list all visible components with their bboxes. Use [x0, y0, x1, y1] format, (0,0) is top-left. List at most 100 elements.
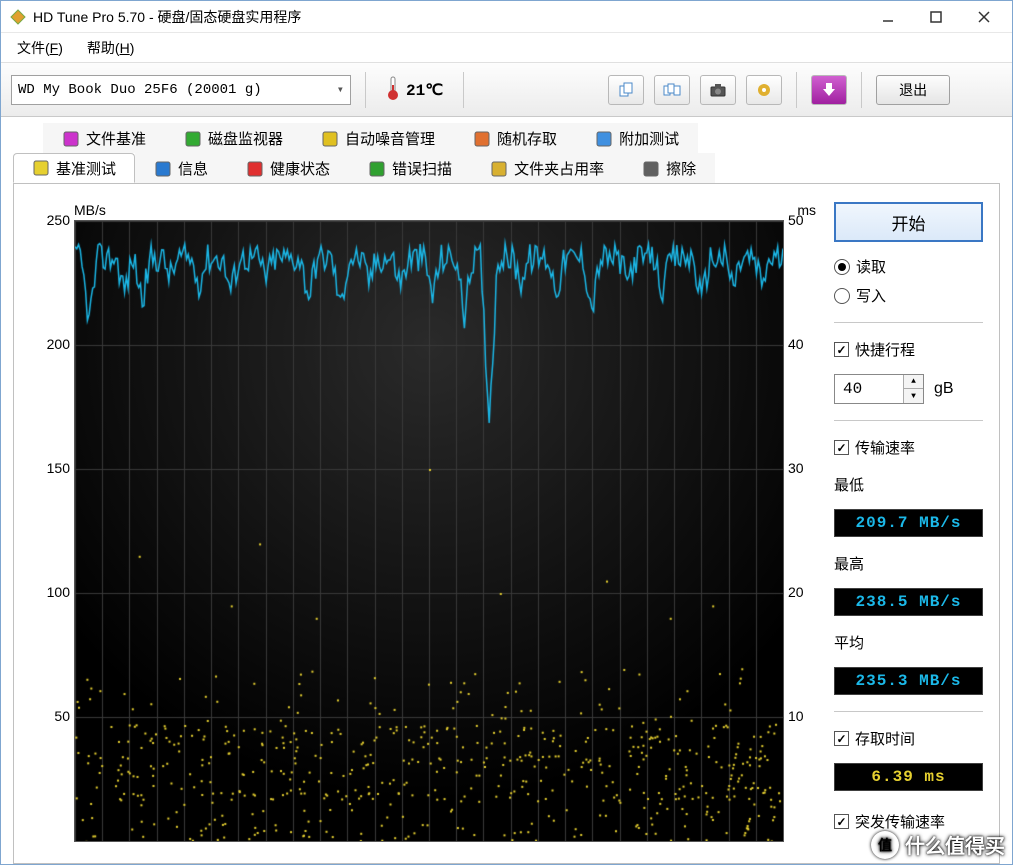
tab-label: 自动噪音管理: [345, 128, 435, 149]
tab-label: 附加测试: [619, 128, 679, 149]
checkbox-icon: [834, 440, 849, 455]
ytick-right: 10: [788, 708, 804, 724]
checkbox-transfer-rate-label: 传输速率: [855, 437, 915, 458]
toolbar: WD My Book Duo 25F6 (20001 g) ▾ 21℃: [1, 63, 1012, 117]
checkbox-short-stroke-label: 快捷行程: [855, 339, 915, 360]
ytick-right: 50: [788, 212, 804, 228]
temperature-badge: 21℃: [380, 75, 449, 105]
radio-read-label: 读取: [856, 256, 886, 277]
short-stroke-unit: gB: [934, 380, 954, 398]
temperature-value: 21℃: [406, 80, 443, 100]
tab-file_benchmark[interactable]: 文件基准: [43, 123, 165, 153]
tab-icon: [368, 160, 386, 178]
maximize-button[interactable]: [912, 2, 960, 32]
save-button[interactable]: [811, 75, 847, 105]
divider: [834, 711, 983, 712]
tab-label: 随机存取: [497, 128, 557, 149]
spinner[interactable]: ▲▼: [903, 375, 923, 403]
chart-wrap: 25020015010050 5040302010: [30, 220, 816, 842]
tab-label: 文件基准: [86, 128, 146, 149]
min-value: 209.7 MB/s: [834, 509, 983, 537]
tab-icon: [184, 130, 202, 148]
drive-select[interactable]: WD My Book Duo 25F6 (20001 g) ▾: [11, 75, 351, 105]
tab-label: 信息: [178, 158, 208, 179]
checkbox-icon: [834, 814, 849, 829]
tab-label: 基准测试: [56, 158, 116, 179]
minimize-button[interactable]: [864, 2, 912, 32]
separator: [463, 72, 464, 108]
ytick-right: 30: [788, 460, 804, 476]
tab-disk_monitor[interactable]: 磁盘监视器: [165, 123, 302, 153]
radio-icon: [834, 259, 850, 275]
checkbox-short-stroke[interactable]: 快捷行程: [834, 339, 983, 360]
checkbox-icon: [834, 731, 849, 746]
spin-down-icon[interactable]: ▼: [903, 389, 923, 403]
tab-erase[interactable]: 擦除: [623, 153, 715, 183]
checkbox-transfer-rate[interactable]: 传输速率: [834, 437, 983, 458]
start-button[interactable]: 开始: [834, 202, 983, 242]
checkbox-icon: [834, 342, 849, 357]
max-value: 238.5 MB/s: [834, 588, 983, 616]
exit-button[interactable]: 退出: [876, 75, 950, 105]
close-button[interactable]: [960, 2, 1008, 32]
ytick-left: 100: [47, 584, 70, 600]
tab-aam[interactable]: 自动噪音管理: [302, 123, 454, 153]
avg-label: 平均: [834, 632, 983, 653]
copy-button[interactable]: [608, 75, 644, 105]
tab-icon: [62, 130, 80, 148]
tab-info[interactable]: 信息: [135, 153, 227, 183]
checkbox-burst[interactable]: 突发传输速率: [834, 811, 983, 832]
radio-read[interactable]: 读取: [834, 256, 983, 277]
tab-label: 错误扫描: [392, 158, 452, 179]
tab-icon: [473, 130, 491, 148]
menu-help[interactable]: 帮助(H): [77, 34, 144, 62]
spin-up-icon[interactable]: ▲: [903, 375, 923, 389]
short-stroke-input[interactable]: 40 ▲▼: [834, 374, 924, 404]
tab-label: 健康状态: [270, 158, 330, 179]
menu-file[interactable]: 文件(F): [7, 34, 73, 62]
ytick-right: 20: [788, 584, 804, 600]
radio-write[interactable]: 写入: [834, 285, 983, 306]
radio-icon: [834, 288, 850, 304]
menubar: 文件(F) 帮助(H): [1, 33, 1012, 63]
tab-label: 磁盘监视器: [208, 128, 283, 149]
ytick-left: 250: [47, 212, 70, 228]
ytick-left: 200: [47, 336, 70, 352]
tab-random_access[interactable]: 随机存取: [454, 123, 576, 153]
chart-column: MB/s ms 25020015010050 5040302010: [30, 202, 816, 863]
avg-value: 235.3 MB/s: [834, 667, 983, 695]
y-axis-left: 25020015010050: [30, 220, 74, 840]
tab-folder_usage[interactable]: 文件夹占用率: [471, 153, 623, 183]
separator: [365, 72, 366, 108]
short-stroke-row: 40 ▲▼ gB: [834, 374, 983, 404]
checkbox-access-time[interactable]: 存取时间: [834, 728, 983, 749]
separator: [796, 72, 797, 108]
titlebar: HD Tune Pro 5.70 - 硬盘/固态硬盘实用程序: [1, 1, 1012, 33]
screenshot-button[interactable]: [700, 75, 736, 105]
radio-write-label: 写入: [856, 285, 886, 306]
copy-all-button[interactable]: [654, 75, 690, 105]
drive-select-value: WD My Book Duo 25F6 (20001 g): [18, 82, 262, 98]
separator: [861, 72, 862, 108]
controls-column: 开始 读取 写入 快捷行程: [834, 202, 983, 863]
tab-health[interactable]: 健康状态: [227, 153, 349, 183]
tab-benchmark[interactable]: 基准测试: [13, 153, 135, 183]
ytick-left: 50: [54, 708, 70, 724]
ytick-left: 150: [47, 460, 70, 476]
y-left-unit: MB/s: [74, 202, 106, 218]
min-label: 最低: [834, 474, 983, 495]
tab-area: 文件基准 磁盘监视器 自动噪音管理 随机存取 附加测试 基准测试 信息 健康状态 错误扫描文件…: [1, 117, 1012, 864]
options-button[interactable]: [746, 75, 782, 105]
divider: [834, 322, 983, 323]
thermometer-icon: [386, 75, 400, 104]
benchmark-chart: [74, 220, 784, 842]
tab-error_scan[interactable]: 错误扫描: [349, 153, 471, 183]
app-icon: [9, 8, 27, 26]
short-stroke-value: 40: [835, 380, 903, 398]
tab-icon: [321, 130, 339, 148]
tab-icon: [642, 160, 660, 178]
tab-extra_tests[interactable]: 附加测试: [576, 123, 698, 153]
y-axis-right: 5040302010: [784, 220, 816, 840]
window-title: HD Tune Pro 5.70 - 硬盘/固态硬盘实用程序: [33, 7, 864, 27]
chevron-down-icon: ▾: [337, 82, 344, 97]
